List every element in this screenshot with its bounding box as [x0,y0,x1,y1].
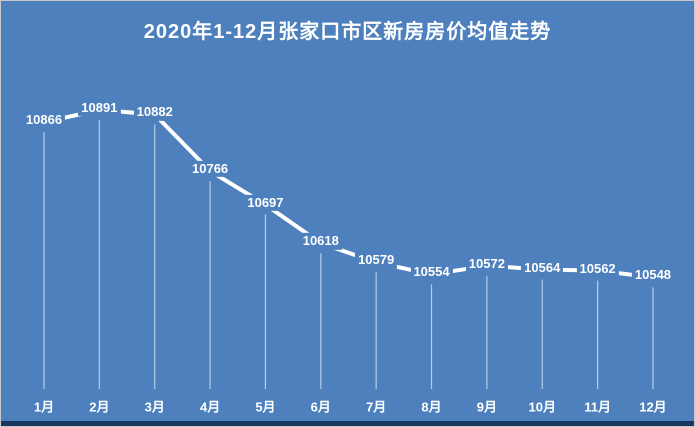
chart-title: 2020年1-12月张家口市区新房房价均值走势 [143,21,552,43]
data-label: 10766 [189,160,232,178]
x-axis-label: 8月 [421,399,442,415]
x-axis-label: 6月 [310,399,331,415]
x-axis-label: 9月 [476,399,497,415]
data-label: 10564 [521,259,564,276]
x-axis-label: 2月 [89,399,110,415]
data-label: 10866 [22,112,66,129]
data-label: 10882 [133,104,176,121]
data-label: 10554 [410,264,453,281]
data-label: 10572 [465,255,508,272]
x-axis-label: 7月 [366,399,387,415]
bottom-border-bar [1,421,694,426]
x-axis-label: 4月 [199,399,221,415]
data-label: 10562 [576,260,619,277]
price-line [42,108,655,280]
data-label: 10618 [299,233,342,250]
x-axis-label: 3月 [144,399,165,415]
x-axis-label: 12月 [639,399,667,415]
x-axis-label: 11月 [584,399,611,415]
data-label: 10891 [78,99,121,117]
x-axis-label: 5月 [255,399,276,415]
data-label: 10579 [355,252,398,269]
x-axis-label: 1月 [33,399,55,415]
x-axis-label: 10月 [528,399,556,415]
data-label: 10697 [244,194,287,211]
data-label: 10548 [631,267,675,284]
